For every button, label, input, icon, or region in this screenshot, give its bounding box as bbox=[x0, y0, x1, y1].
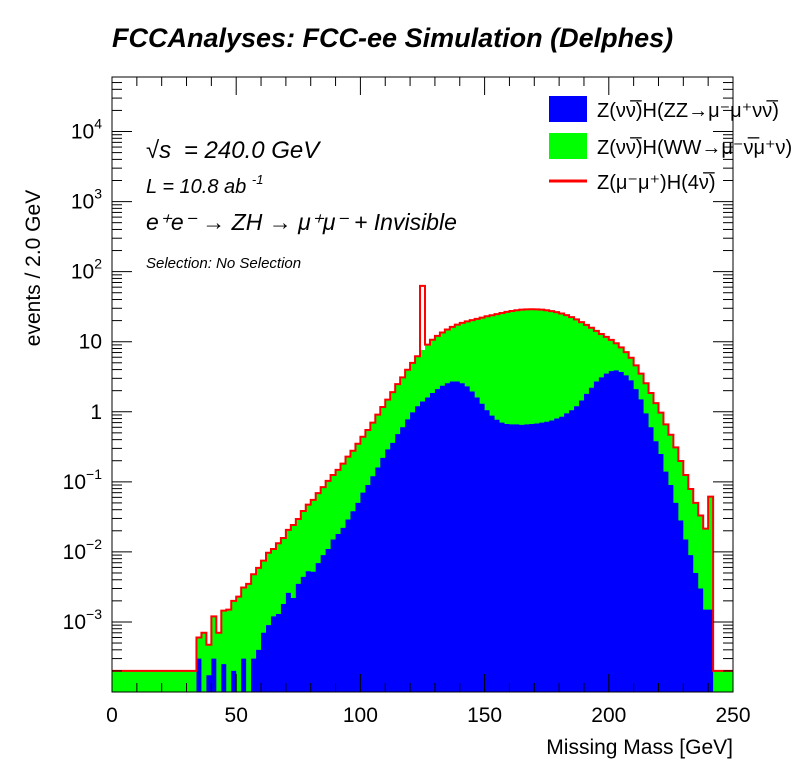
sqrt-s-symbol: √s bbox=[146, 137, 171, 164]
x-tick-label: 150 bbox=[467, 704, 502, 727]
lumi-text: L = 10.8 ab bbox=[146, 176, 246, 198]
x-tick-label: 200 bbox=[591, 704, 626, 727]
plot-frame bbox=[111, 76, 734, 693]
legend-label-zz: Z(νν̅)H(ZZ→μ⁻μ⁺νν̅) bbox=[597, 99, 779, 122]
y-tick-label: 10−1 bbox=[63, 466, 103, 494]
selection-annotation: Selection: No Selection bbox=[146, 255, 301, 272]
y-tick-mantissa: 10 bbox=[71, 191, 94, 214]
legend-swatch-ww bbox=[549, 133, 587, 159]
y-tick-exponent: 4 bbox=[94, 116, 102, 132]
y-tick-label: 104 bbox=[71, 116, 102, 144]
y-tick-mantissa: 10 bbox=[63, 541, 86, 564]
legend-swatch-zz bbox=[549, 96, 587, 122]
y-tick-exponent: 2 bbox=[94, 256, 102, 272]
y-tick-exponent: 3 bbox=[94, 186, 102, 202]
total-outline bbox=[112, 284, 733, 672]
y-tick-exponent: −1 bbox=[86, 466, 102, 482]
legend-label-4nu: Z(μ⁻μ⁺)H(4ν̅) bbox=[597, 171, 716, 194]
y-tick-label: 102 bbox=[71, 256, 102, 284]
svg-text:√s = 240.0 GeV: √s = 240.0 GeV bbox=[146, 137, 321, 164]
y-tick-label: 103 bbox=[71, 186, 102, 214]
sqrt-s-annotation: √s = 240.0 GeV bbox=[146, 137, 321, 164]
zz-stack-fill bbox=[112, 370, 733, 692]
4nu-total-outline bbox=[112, 284, 733, 672]
x-tick-label: 50 bbox=[225, 704, 248, 727]
y-tick-label: 10−2 bbox=[63, 536, 103, 564]
y-tick-mantissa: 10 bbox=[71, 121, 94, 144]
y-tick-label: 10−3 bbox=[63, 606, 103, 634]
y-tick-mantissa: 1 bbox=[90, 401, 102, 424]
y-axis-label: events / 2.0 GeV bbox=[22, 190, 45, 346]
x-axis: 0 50 100 150 200 250 bbox=[106, 77, 751, 727]
y-tick-label: 10 bbox=[79, 331, 102, 354]
sqrt-s-value: = 240.0 GeV bbox=[184, 137, 321, 164]
y-tick-label: 1 bbox=[90, 401, 102, 424]
y-tick-exponent: −2 bbox=[86, 536, 102, 552]
lumi-exponent: -1 bbox=[252, 172, 264, 187]
x-tick-label: 0 bbox=[106, 704, 118, 727]
stacked-fills bbox=[112, 309, 733, 692]
x-tick-label: 250 bbox=[715, 704, 750, 727]
process-annotation: e⁺e⁻ → ZH → μ⁺μ⁻ + Invisible bbox=[146, 209, 457, 235]
luminosity-annotation: L = 10.8 ab -1 bbox=[146, 172, 263, 198]
y-tick-mantissa: 10 bbox=[71, 261, 94, 284]
y-tick-mantissa: 10 bbox=[63, 611, 86, 634]
x-axis-label: Missing Mass [GeV] bbox=[546, 736, 733, 759]
x-tick-label: 100 bbox=[343, 704, 378, 727]
y-tick-mantissa: 10 bbox=[79, 331, 102, 354]
legend: Z(νν̅)H(ZZ→μ⁻μ⁺νν̅) Z(νν̅)H(WW→μ⁻ν̅μ⁺ν) … bbox=[549, 96, 792, 194]
y-tick-mantissa: 10 bbox=[63, 471, 86, 494]
chart-title: FCCAnalyses: FCC-ee Simulation (Delphes) bbox=[112, 23, 673, 53]
legend-label-ww: Z(νν̅)H(WW→μ⁻ν̅μ⁺ν) bbox=[597, 136, 792, 159]
y-tick-exponent: −3 bbox=[86, 606, 102, 622]
